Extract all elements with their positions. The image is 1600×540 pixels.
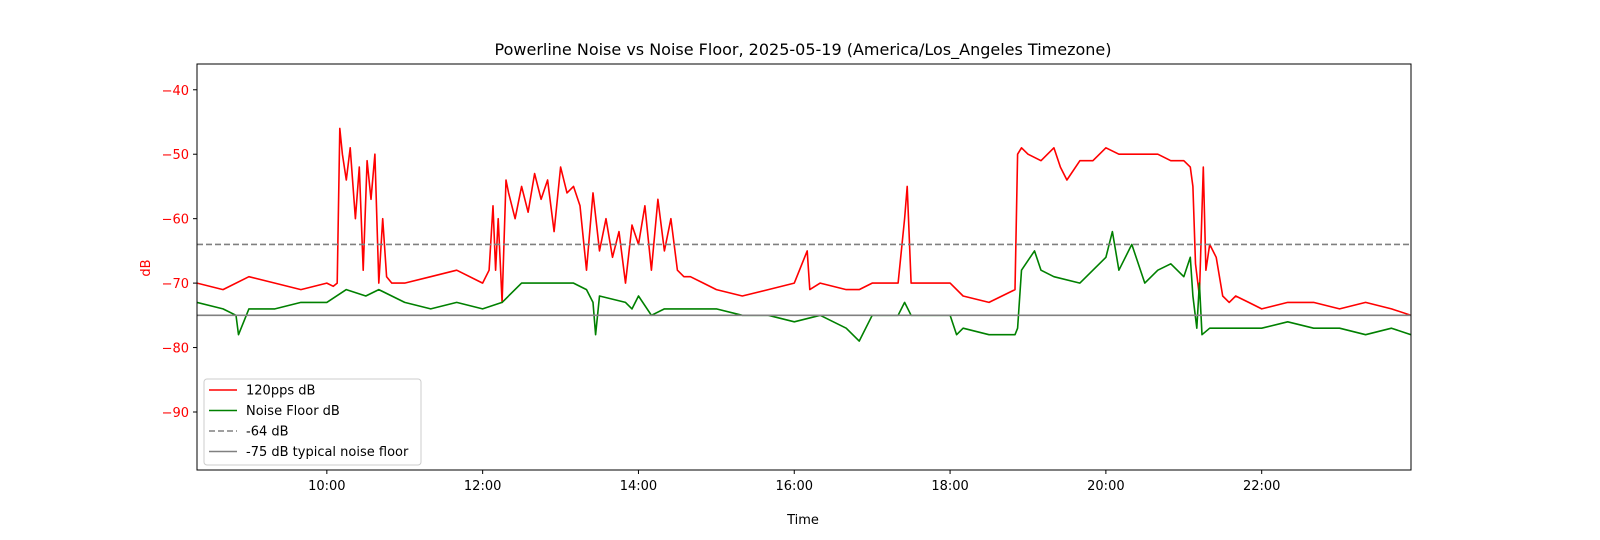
y-axis-title: dB [139, 259, 154, 276]
series-group [197, 127, 1411, 342]
x-tick-label: 12:00 [464, 479, 501, 494]
legend-label-64-db: -64 dB [246, 425, 289, 440]
y-tick-label: −80 [162, 342, 189, 357]
legend-label-noise-floor-db: Noise Floor dB [246, 404, 340, 419]
legend-box [203, 378, 422, 466]
x-tick-label: 10:00 [308, 479, 345, 494]
x-tick-label: 18:00 [931, 479, 968, 494]
x-tick-label: 22:00 [1243, 479, 1280, 494]
x-tick-label: 14:00 [620, 479, 657, 494]
plot-frame [196, 63, 1412, 471]
plot-area: 10:00 12:00 14:00 16:00 18:00 20:00 22:00 −40 −5… [162, 63, 1412, 494]
x-axis-title: Time [786, 513, 819, 528]
x-tick-label: 20:00 [1087, 479, 1124, 494]
y-tick-label: −70 [162, 277, 189, 292]
legend-label-75-db-typical-noise-floor: -75 dB typical noise floor [246, 445, 409, 460]
y-tick-label: −40 [162, 84, 189, 99]
chart-title: Powerline Noise vs Noise Floor, 2025-05-… [495, 40, 1112, 60]
y-tick-label: −50 [162, 148, 189, 163]
y-tick-label: −60 [162, 213, 189, 228]
x-tick-label: 16:00 [776, 479, 813, 494]
y-tick-label: −90 [162, 406, 189, 421]
legend: 120pps dB Noise Floor dB -64 dB -75 dB typi… [203, 378, 422, 466]
legend-label-120pps-db: 120pps dB [246, 384, 315, 399]
